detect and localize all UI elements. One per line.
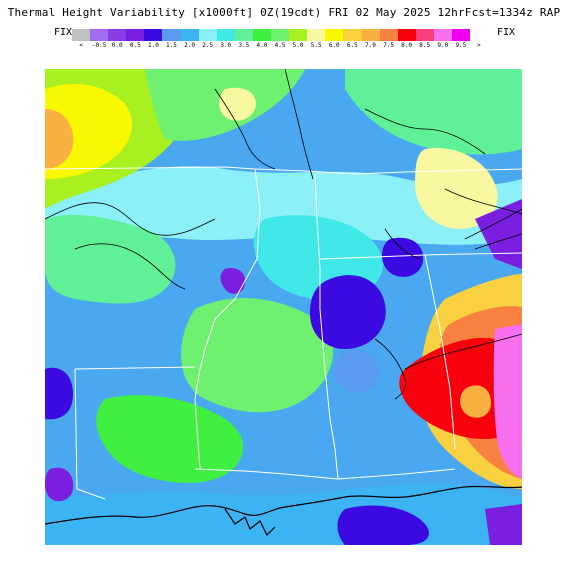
legend-swatch [379, 29, 398, 41]
legend-tick-label: 4.0 [256, 42, 268, 49]
gulf-coastline [45, 485, 522, 537]
legend-swatch [90, 29, 109, 41]
legend-swatch [271, 29, 290, 41]
legend-tick-label: 6.0 [328, 42, 340, 49]
legend-fix-left: FIX [54, 27, 73, 38]
legend-tick-label: 3.5 [238, 42, 250, 49]
legend-swatch [144, 29, 163, 41]
southwest-purple-patch [45, 467, 74, 502]
legend-tick-label: 9.5 [455, 42, 467, 49]
legend-fix-right: FIX [497, 27, 516, 38]
map-title: Thermal Height Variability [x1000ft] 0Z(… [7, 6, 561, 19]
east-purple-streaks [475, 199, 522, 269]
legend-tick-label: 5.5 [310, 42, 322, 49]
central-purple-patch [220, 267, 246, 294]
legend-swatch [470, 29, 489, 41]
band-green-west [45, 214, 176, 304]
southeast-orange-core [460, 385, 492, 418]
central-low-fringe [334, 349, 379, 393]
legend-tick-label: -0.5 [91, 42, 107, 49]
legend-swatch [252, 29, 272, 41]
central-low-zone [310, 275, 386, 349]
legend-tick-label: 9.0 [437, 42, 449, 49]
legend-tick-label: 6.5 [346, 42, 358, 49]
southeast-hot-zone [399, 338, 522, 439]
northeast-yellow-patch [415, 148, 498, 229]
band-cyan-north [45, 166, 522, 245]
legend-tick-label: > [477, 42, 481, 49]
legend-swatch [180, 29, 199, 41]
terrain-contours [45, 69, 522, 400]
legend-tick-label: < [79, 42, 83, 49]
northwest-orange [45, 109, 74, 169]
legend-tick-label: 3.0 [220, 42, 232, 49]
legend-swatches [72, 29, 489, 41]
legend-swatch [72, 29, 91, 41]
west-purple-patch [45, 367, 73, 420]
band-green-south [96, 395, 244, 483]
legend-tick-label: 0.5 [129, 42, 141, 49]
legend-swatch [361, 29, 380, 41]
legend-swatch [126, 29, 145, 41]
legend-swatch [234, 29, 253, 41]
northeast-zone [345, 69, 522, 155]
legend-tick-label: 8.5 [419, 42, 431, 49]
legend-swatch [415, 29, 434, 41]
legend-swatch [307, 29, 326, 41]
legend-tick-label: 1.5 [166, 42, 177, 49]
legend-tick-label: 2.5 [202, 42, 214, 49]
legend-tick-label: 0.0 [111, 42, 123, 49]
state-boundaries [45, 166, 522, 500]
legend-swatch [289, 29, 308, 41]
gulf-deep-patch [337, 505, 429, 545]
legend-swatch [162, 29, 181, 41]
legend-tick-label: 7.0 [365, 42, 376, 49]
legend-swatch [397, 29, 416, 41]
southeast-magenta [493, 324, 522, 479]
legend-swatch [343, 29, 362, 41]
north-yellow-patch [219, 87, 256, 121]
legend-swatch [451, 29, 471, 41]
legend-tick-label: 4.5 [274, 42, 286, 49]
legend-swatch [198, 29, 217, 41]
legend-swatch [433, 29, 452, 41]
legend-tick-label: 7.5 [383, 42, 394, 49]
legend-ticks: < -0.5 0.0 0.5 1.0 1.5 2.0 2.5 3.0 3.5 4.0 4.5 5.0 5.… [72, 42, 488, 52]
thermal-map [45, 69, 522, 545]
legend-swatch [325, 29, 344, 41]
legend-swatch [216, 29, 235, 41]
legend-tick-label: 8.0 [401, 42, 413, 49]
legend-tick-label: 1.0 [147, 42, 159, 49]
band-green-central [181, 298, 334, 413]
legend-tick-label: 2.0 [184, 42, 195, 49]
gulf-purple-east [485, 504, 522, 545]
legend-tick-label: 5.0 [292, 42, 304, 49]
color-legend: FIX < -0.5 0.0 0.5 1.0 1.5 2.0 2.5 3.0 3.5 4.0 4.5 5… [0, 24, 568, 52]
northeast-low-patch [381, 237, 424, 277]
legend-swatch [108, 29, 127, 41]
